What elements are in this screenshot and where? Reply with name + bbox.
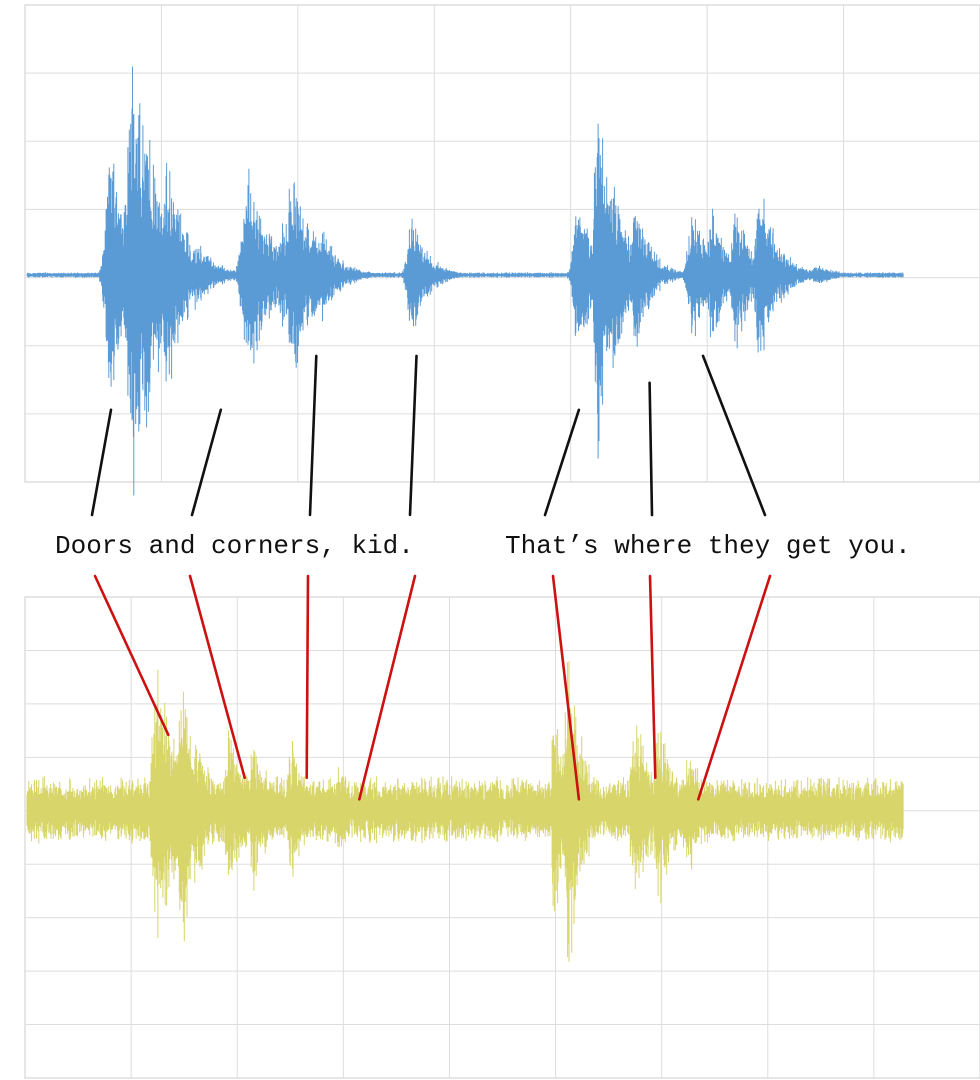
clean-connector-word-5 <box>543 408 581 517</box>
noisy-word-connectors <box>93 574 772 801</box>
clean-connector-word-2 <box>190 408 223 517</box>
noisy-connector-word-1 <box>93 574 170 737</box>
noisy-waveform-panel <box>24 596 980 1079</box>
clean-connector-word-4 <box>408 354 418 517</box>
panel-frame <box>24 596 980 1079</box>
transcript-phrase-1: Doors and corners, kid. <box>55 531 414 561</box>
noisy-waveform <box>26 661 904 962</box>
clean-waveform <box>26 66 904 496</box>
clean-connector-word-7 <box>701 354 767 517</box>
transcript-caption: Doors and corners, kid. That’s where the… <box>0 523 980 573</box>
noisy-connector-word-4 <box>357 574 417 801</box>
transcript-phrase-2: That’s where they get you. <box>505 531 911 561</box>
clean-connector-word-1 <box>90 408 113 517</box>
clean-connector-word-6 <box>648 381 654 517</box>
clean-word-connectors <box>90 354 767 517</box>
clean-connector-word-3 <box>308 354 318 517</box>
panel-frame <box>24 4 980 483</box>
noisy-connector-word-3 <box>305 574 310 780</box>
clean-waveform-panel <box>24 4 980 496</box>
noisy-connector-word-6 <box>648 574 657 780</box>
noisy-connector-word-2 <box>188 574 246 780</box>
noisy-connector-word-7 <box>696 574 772 801</box>
noisy-connector-word-5 <box>551 574 581 801</box>
